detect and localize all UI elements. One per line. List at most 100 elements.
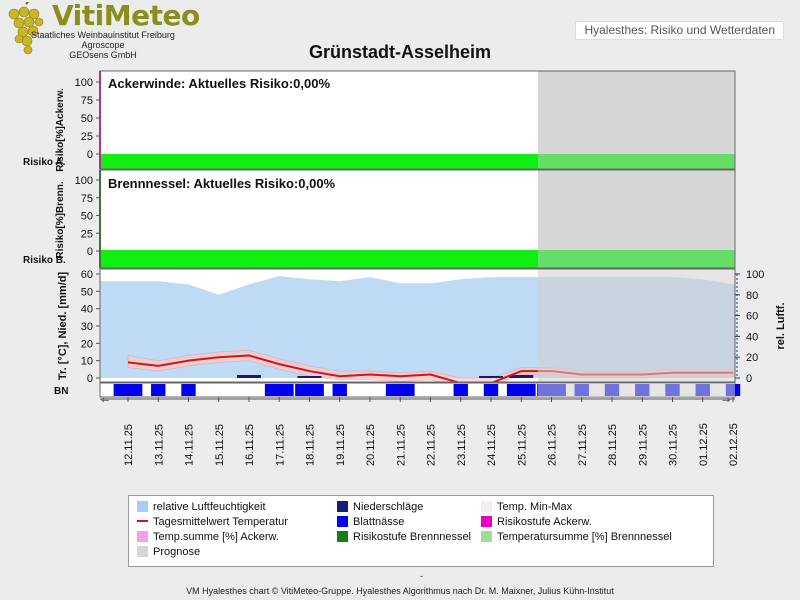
scroll-left-arrow-icon: ⇐	[101, 395, 109, 406]
panel-ackerwinde: Ackerwinde: Aktuelles Risiko:0,00% Risik…	[23, 70, 736, 172]
bn-bar	[151, 384, 166, 396]
forecast-shade-weather	[537, 269, 735, 382]
bn-bar	[113, 384, 143, 396]
x-tick-label: 16.11.25	[244, 424, 256, 466]
legend-item-tmean: Tagesmittelwert Temperatur	[137, 515, 288, 529]
forecast-shade-bn	[537, 383, 735, 397]
yticks-ackerwinde: 0 25 50 75 100	[75, 77, 100, 161]
legend-swatch	[337, 515, 348, 527]
risk-bar-brennnessel-forecast	[537, 250, 735, 268]
y-tick-label: 50	[81, 211, 93, 223]
panel-ackerwinde-label: Ackerwinde: Aktuelles Risiko:0,00%	[108, 76, 330, 91]
legend-label: Tagesmittelwert Temperatur	[153, 516, 288, 528]
panel-brennnessel: Brennnessel: Aktuelles Risiko:0,00% Risi…	[23, 169, 736, 269]
legend: relative Luftfeuchtigkeit Niederschläge Te…	[128, 495, 714, 567]
y-tick-label: 75	[81, 95, 93, 107]
legend-swatch	[137, 520, 148, 523]
x-tick-label: 17.11.25	[274, 424, 286, 466]
legend-label: Risikostufe Brennnessel	[353, 531, 472, 543]
y-tick-label-right: 40	[746, 331, 758, 343]
x-tick-label: 01.12.25	[698, 423, 710, 466]
legend-label: Temp.summe [%] Ackerw.	[153, 531, 279, 543]
bn-bar	[181, 384, 196, 396]
x-tick-label: 13.11.25	[153, 424, 165, 466]
y-tick-label-left: 20	[81, 338, 93, 350]
legend-item-tminmax: Temp. Min-Max	[481, 500, 572, 514]
y-tick-label-right: 0	[746, 373, 752, 385]
precip-bar	[509, 375, 534, 378]
legend-label: Risikostufe Ackerw.	[497, 516, 592, 528]
y-tick-label: 25	[81, 228, 93, 240]
y-tick-label-left: 40	[81, 304, 93, 316]
bn-bar	[483, 384, 499, 396]
x-tick-label: 18.11.25	[305, 424, 317, 466]
y-tick-label-left: 50	[81, 286, 93, 298]
legend-item-wet: Blattnässe	[337, 515, 404, 529]
x-tick-label: 02.12.25	[728, 423, 740, 466]
legend-label: Temp. Min-Max	[497, 501, 573, 513]
vitimeteo-logo: VitiMeteo Staatliches Weinbauinstitut Fr…	[4, 0, 200, 62]
bn-bar	[295, 384, 324, 396]
y-tick-label-right: 80	[746, 290, 758, 302]
legend-swatch	[481, 500, 492, 512]
panel-weather: Tr. [°C], Nied. [mm/d] rel. Luftf. 0 10 20…	[57, 268, 787, 388]
y-tick-label-right: 100	[746, 269, 764, 281]
x-tick-label: 19.11.25	[335, 424, 347, 466]
x-tick-label: 12.11.25	[123, 424, 135, 466]
leaf-wetness-strip: BN	[54, 382, 741, 398]
yticks-weather-right: 0 20 40 60 80 100	[735, 269, 764, 385]
x-tick-label: 25.11.25	[516, 424, 528, 466]
y-tick-label: 25	[81, 131, 93, 143]
y-tick-label-right: 20	[746, 352, 758, 364]
yticks-weather-left: 0 10 20 30 40 50 60	[81, 269, 100, 385]
x-tick-label: 24.11.25	[486, 424, 498, 466]
y-tick-label: 100	[75, 77, 93, 89]
legend-swatch	[137, 500, 148, 512]
bn-label: BN	[54, 386, 68, 397]
legend-swatch	[137, 545, 148, 557]
legend-item-riskA: Risikostufe Ackerw.	[481, 515, 592, 529]
legend-swatch	[481, 530, 492, 542]
x-tick-label: 28.11.25	[607, 424, 619, 466]
x-tick-label: 27.11.25	[577, 424, 589, 466]
forecast-shade-ackerwinde	[537, 71, 735, 169]
scroll-right-arrow-icon: ⇒	[722, 395, 730, 406]
legend-swatch	[137, 530, 148, 542]
x-tick-label: 22.11.25	[426, 424, 438, 466]
bn-bar	[385, 384, 415, 396]
legend-label: Prognose	[153, 546, 201, 558]
risk-bar-ackerwinde-forecast	[537, 154, 735, 169]
x-tick-label: 15.11.25	[214, 424, 226, 466]
risk-b-label: Risiko B.	[23, 255, 66, 266]
x-tick-label: 20.11.25	[365, 424, 377, 466]
time-axis: ⇐ ⇒ 12.11.25 13.11.25 14.11.25 15.11.25 16.1…	[100, 395, 740, 466]
x-tick-label: 29.11.25	[637, 424, 649, 466]
panel-brennnessel-label: Brennnessel: Aktuelles Risiko:0,00%	[108, 176, 336, 191]
legend-label: Temperatursumme [%] Brennnessel	[497, 531, 672, 543]
y-tick-label: 75	[81, 193, 93, 205]
x-tick-label: 21.11.25	[395, 424, 407, 466]
ylabel-brennnessel: Risiko[%]Brenn.	[55, 181, 66, 258]
legend-item-tsumB: Temperatursumme [%] Brennnessel	[481, 530, 672, 544]
legend-item-precip: Niederschläge	[337, 500, 423, 514]
y-tick-label: 0	[87, 149, 93, 161]
chart-title: Grünstadt-Asselheim	[308, 42, 492, 62]
y-tick-label-left: 0	[87, 373, 93, 385]
logo-geosens: GEOsens GmbH	[69, 50, 137, 60]
bn-bar	[453, 384, 468, 396]
footer-mark: -	[420, 571, 423, 581]
precip-bar	[237, 375, 261, 378]
ylabel-weather-left: Tr. [°C], Nied. [mm/d]	[57, 272, 69, 381]
legend-item-humidity: relative Luftfeuchtigkeit	[137, 500, 266, 514]
x-tick-label: 30.11.25	[668, 424, 680, 466]
bn-bar	[506, 384, 536, 396]
y-tick-label: 50	[81, 113, 93, 125]
logo-institute: Staatliches Weinbauinstitut Freiburg	[31, 30, 175, 40]
legend-label: Niederschläge	[353, 501, 424, 513]
ylabel-weather-right: rel. Luftf.	[775, 302, 787, 349]
logo-agroscope: Agroscope	[81, 40, 125, 50]
panel-ackerwinde-border	[99, 70, 736, 170]
bn-bar	[264, 384, 294, 396]
legend-swatch	[337, 530, 348, 542]
header-label: Hyalesthes: Risiko und Wetterdaten	[575, 21, 784, 40]
